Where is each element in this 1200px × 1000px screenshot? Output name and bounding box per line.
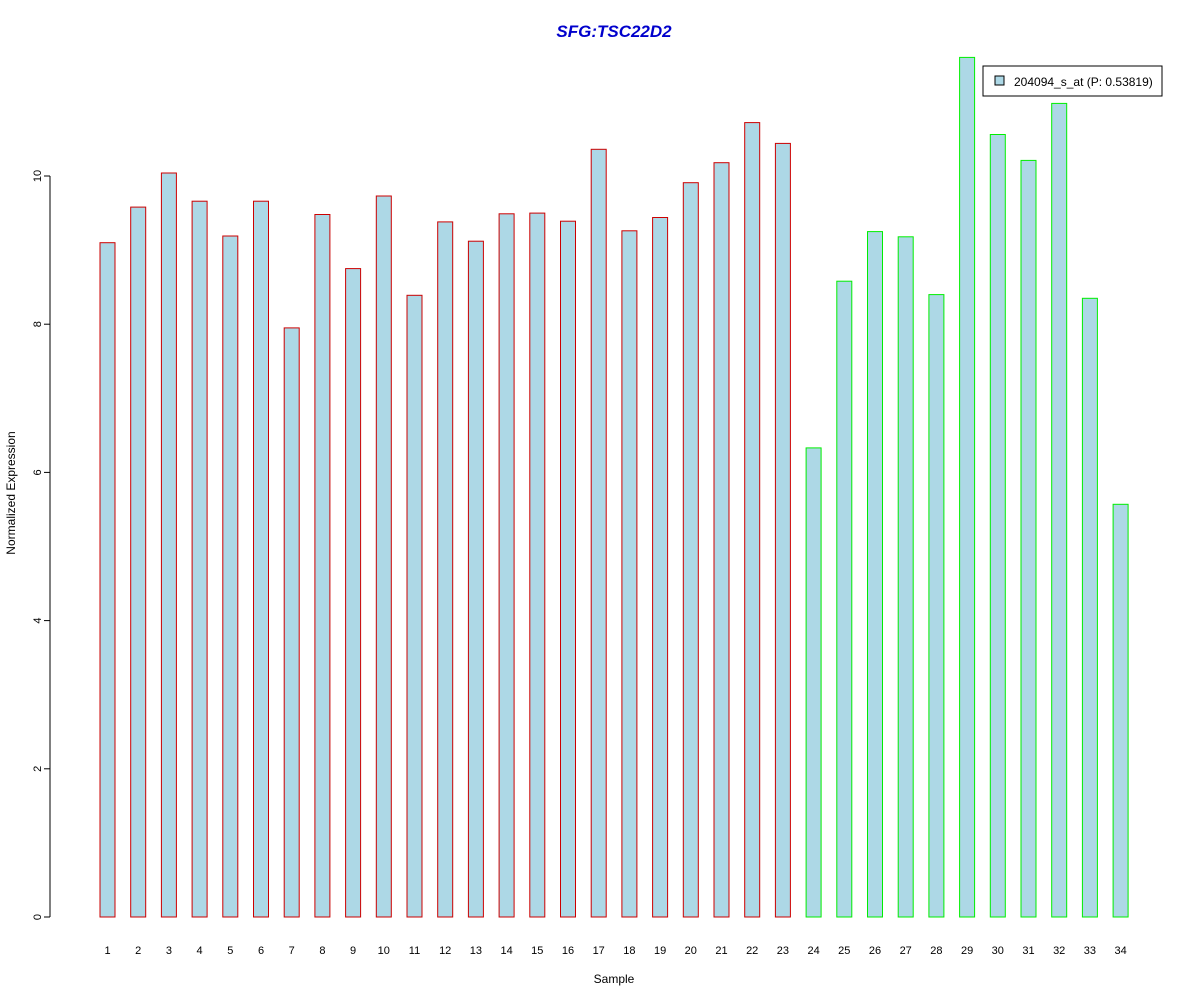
y-tick-label: 6 (32, 469, 44, 475)
x-tick-label: 29 (961, 945, 973, 957)
x-tick-label: 34 (1114, 945, 1126, 957)
bar-sample-9 (345, 268, 362, 918)
bars-group (99, 56, 1129, 918)
x-tick-label: 28 (930, 945, 942, 957)
x-tick-label: 16 (562, 945, 574, 957)
x-tick-label: 13 (470, 945, 482, 957)
x-tick-label: 24 (807, 945, 819, 957)
x-tick-label: 31 (1022, 945, 1034, 957)
x-tick-label: 11 (409, 945, 420, 957)
bar-sample-28 (928, 294, 945, 918)
bar-sample-2 (130, 206, 147, 918)
bar-sample-3 (160, 172, 177, 918)
x-tick-label: 21 (715, 945, 727, 957)
bar-sample-30 (989, 134, 1006, 918)
bar-sample-16 (560, 220, 576, 918)
x-tick-label: 33 (1084, 945, 1096, 957)
x-tick-label: 22 (746, 945, 758, 957)
bar-sample-15 (529, 212, 546, 918)
x-axis-label: Sample (594, 972, 635, 986)
bar-sample-18 (621, 230, 638, 918)
bar-sample-13 (467, 240, 484, 918)
bar-sample-6 (253, 200, 269, 918)
bar-sample-20 (682, 182, 699, 918)
bar-sample-29 (959, 56, 976, 918)
x-tick-label: 26 (869, 945, 881, 957)
y-tick-label: 0 (32, 914, 44, 920)
y-tick-label: 10 (32, 170, 44, 182)
x-tick-label: 17 (593, 945, 605, 957)
bar-sample-24 (805, 447, 822, 918)
bar-sample-23 (774, 142, 791, 918)
bar-sample-19 (652, 217, 669, 918)
x-tick-label: 9 (350, 945, 356, 957)
x-tick-label: 1 (104, 945, 110, 957)
legend-box (982, 65, 1163, 97)
x-tick-label: 18 (623, 945, 635, 957)
bar-sample-5 (222, 235, 239, 918)
y-tick-label: 8 (32, 321, 44, 327)
x-tick-label: 27 (900, 945, 912, 957)
bar-sample-31 (1020, 159, 1037, 918)
bar-sample-7 (283, 327, 300, 918)
x-tick-label: 20 (685, 945, 697, 957)
chart-title: SFG:TSC22D2 (556, 22, 672, 41)
legend-label: 204094_s_at (P: 0.53819) (1014, 75, 1153, 89)
x-tick-label: 10 (378, 945, 390, 957)
bar-sample-32 (1051, 102, 1068, 918)
bar-sample-1 (99, 242, 116, 918)
y-axis-ticks: 0 2 4 6 8 10 (32, 170, 50, 920)
x-tick-label: 25 (838, 945, 850, 957)
x-tick-label: 7 (289, 945, 295, 957)
bar-sample-4 (191, 200, 208, 918)
x-tick-label: 4 (197, 945, 203, 957)
legend-swatch (994, 75, 1005, 86)
x-tick-label: 23 (777, 945, 789, 957)
x-tick-label: 15 (531, 945, 543, 957)
x-tick-label: 5 (227, 945, 233, 957)
bar-sample-21 (713, 162, 730, 918)
x-tick-label: 12 (439, 945, 451, 957)
legend: 204094_s_at (P: 0.53819) (982, 65, 1163, 97)
x-tick-label: 6 (258, 945, 264, 957)
bar-sample-34 (1112, 503, 1129, 918)
x-tick-label: 2 (135, 945, 141, 957)
x-axis-tick-labels: 1 2 3 4 5 6 7 8 9 10 11 12 13 14 15 16 17 18 19 20 21 22 23 24 2… (104, 945, 1126, 957)
x-tick-label: 14 (500, 945, 512, 957)
bar-sample-14 (498, 213, 515, 918)
bar-sample-22 (744, 122, 761, 918)
bar-sample-12 (437, 221, 454, 918)
y-tick-label: 2 (32, 766, 44, 772)
bar-sample-11 (406, 294, 423, 918)
bar-sample-10 (375, 195, 392, 918)
bar-sample-26 (867, 231, 883, 918)
y-axis-label: Normalized Expression (4, 431, 18, 554)
x-tick-label: 8 (319, 945, 325, 957)
x-tick-label: 30 (992, 945, 1004, 957)
bar-sample-25 (836, 280, 853, 918)
x-tick-label: 19 (654, 945, 666, 957)
y-tick-label: 4 (32, 618, 44, 624)
bar-sample-27 (897, 236, 914, 918)
bar-sample-8 (314, 214, 331, 918)
bar-sample-33 (1081, 297, 1098, 918)
bar-sample-17 (590, 148, 607, 918)
x-tick-label: 3 (166, 945, 172, 957)
x-tick-label: 32 (1053, 945, 1065, 957)
